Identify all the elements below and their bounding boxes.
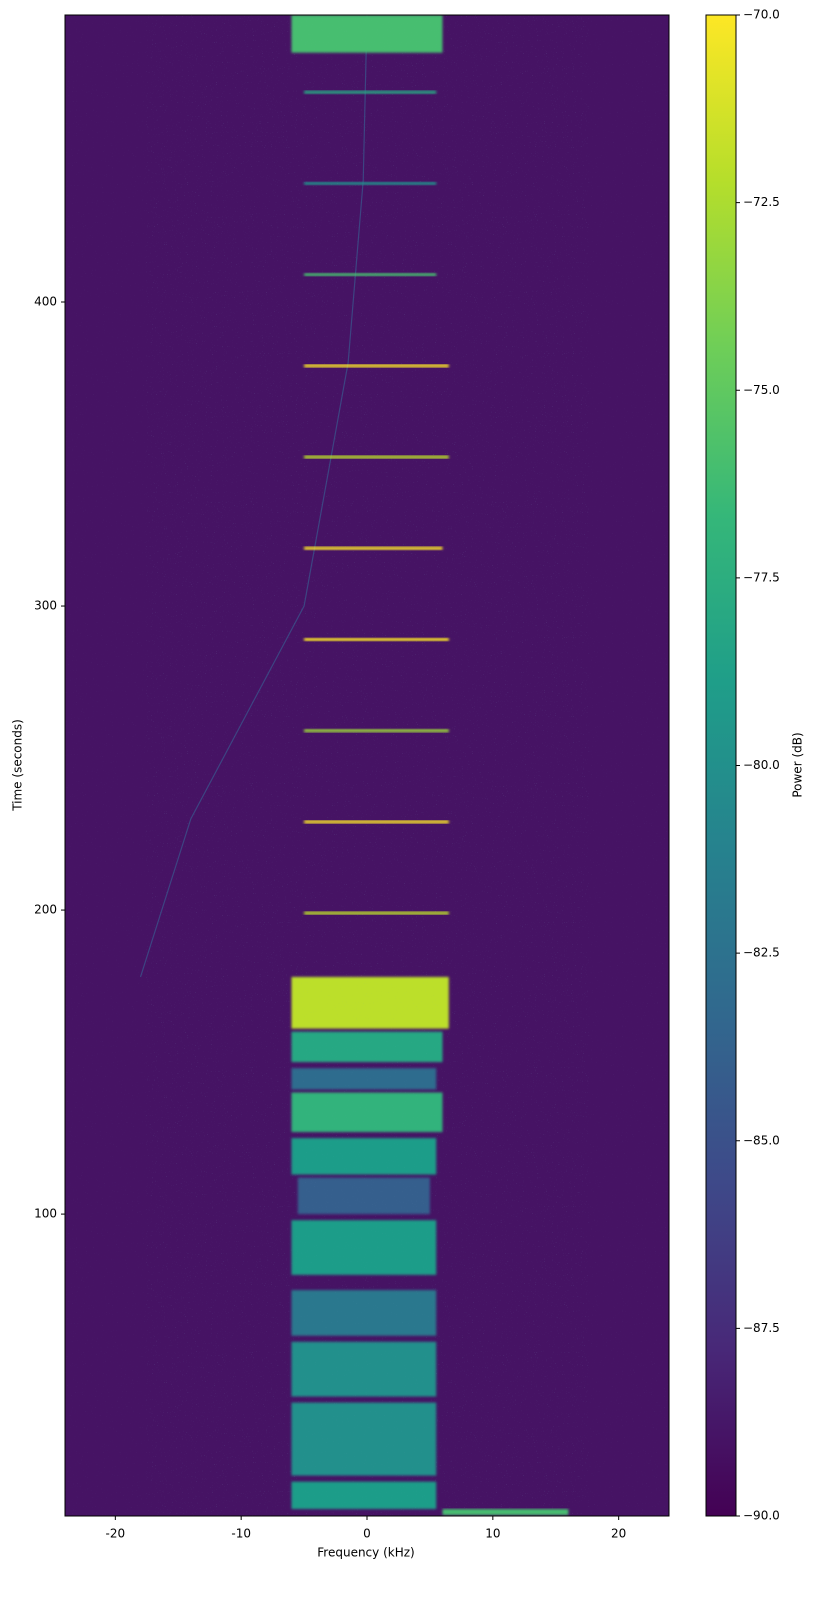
colorbar-tick-label: −70.0 [743,8,780,22]
y-axis-label: Time (seconds) [11,719,25,812]
colorbar-tick-label: −75.0 [743,383,780,397]
y-tick-label: 100 [34,1207,57,1221]
colorbar-tick-label: −77.5 [743,570,780,584]
x-tick-label: -10 [231,1527,251,1541]
colorbar [705,14,737,1517]
colorbar-tick-label: −87.5 [743,1321,780,1335]
colorbar-tick-label: −80.0 [743,758,780,772]
x-tick-label: -20 [106,1527,126,1541]
colorbar-tick-label: −82.5 [743,946,780,960]
heatmap [65,15,669,1516]
y-tick-label: 300 [34,599,57,613]
colorbar-tick-label: −85.0 [743,1133,780,1147]
y-tick-label: 200 [34,903,57,917]
y-tick-label: 400 [34,295,57,309]
colorbar-tick-label: −90.0 [743,1509,780,1523]
x-tick-label: 0 [363,1527,371,1541]
x-tick-label: 20 [611,1527,626,1541]
x-tick-label: 10 [485,1527,500,1541]
colorbar-tick-label: −72.5 [743,195,780,209]
x-axis-label: Frequency (kHz) [317,1546,414,1560]
colorbar-label: Power (dB) [791,732,805,797]
